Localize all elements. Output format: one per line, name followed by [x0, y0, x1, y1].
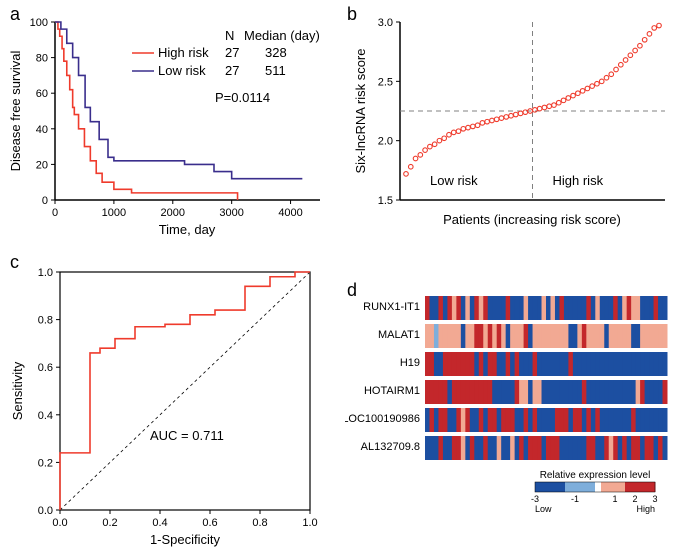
panel-b-svg: 1.5 2.0 2.5 3.0 Six-lncRNA risk score Patie… — [345, 0, 675, 240]
roc-curve — [60, 272, 310, 510]
svg-text:2000: 2000 — [161, 207, 185, 219]
svg-text:1.5: 1.5 — [378, 195, 393, 207]
svg-text:3000: 3000 — [219, 207, 243, 219]
svg-text:60: 60 — [36, 88, 48, 100]
svg-text:0.2: 0.2 — [38, 457, 53, 469]
high-risk-text: High risk — [553, 173, 604, 188]
svg-text:0.4: 0.4 — [38, 410, 53, 422]
svg-text:0.2: 0.2 — [102, 517, 117, 529]
svg-text:1: 1 — [612, 494, 617, 504]
svg-text:1.0: 1.0 — [302, 517, 317, 529]
legend-low-n: 27 — [225, 63, 239, 78]
svg-text:Relative expression level: Relative expression level — [540, 470, 651, 481]
panel-c-svg: 0.0 0.2 0.4 0.6 0.8 1.0 0.0 0.2 0.4 0.6 0.8 1.0 Se… — [0, 250, 330, 550]
legend-header-median: Median (day) — [244, 28, 320, 43]
svg-text:-1: -1 — [571, 494, 579, 504]
svg-text:1.0: 1.0 — [38, 267, 53, 279]
colorbar: Relative expression level -3 -1 1 2 3 Low High — [531, 470, 658, 514]
legend-header-n: N — [225, 28, 234, 43]
svg-text:2.5: 2.5 — [378, 76, 393, 88]
panel-b-label: b — [347, 4, 357, 25]
svg-text:AL132709.8: AL132709.8 — [361, 441, 420, 453]
y-axis-label: Disease free survival — [8, 51, 23, 172]
panel-a: a 0 20 40 60 80 100 0 1000 2000 3000 4000 Disease… — [0, 0, 330, 240]
svg-text:0.6: 0.6 — [38, 362, 53, 374]
heatmap-cells — [425, 296, 668, 460]
svg-text:HOTAIRM1: HOTAIRM1 — [364, 385, 420, 397]
svg-text:2.0: 2.0 — [378, 136, 393, 148]
legend-high-median: 328 — [265, 45, 287, 60]
panel-d: d RUNX1-IT1 MALAT1 H19 HOTAIRM1 LOC100190986… — [345, 280, 675, 555]
svg-text:Low: Low — [535, 504, 552, 514]
y-axis-label: Six-lncRNA risk score — [353, 49, 368, 174]
svg-text:20: 20 — [36, 159, 48, 171]
auc-text: AUC = 0.711 — [150, 428, 224, 443]
x-axis-label: 1-Specificity — [150, 532, 221, 547]
panel-d-svg: RUNX1-IT1 MALAT1 H19 HOTAIRM1 LOC100190986 AL… — [345, 280, 675, 555]
svg-text:3.0: 3.0 — [378, 17, 393, 29]
svg-text:80: 80 — [36, 53, 48, 65]
svg-text:1000: 1000 — [102, 207, 126, 219]
svg-text:40: 40 — [36, 124, 48, 136]
svg-text:0: 0 — [42, 195, 48, 207]
svg-text:High: High — [636, 504, 655, 514]
svg-text:100: 100 — [30, 17, 48, 29]
high-risk-curve — [55, 22, 238, 200]
svg-text:0.0: 0.0 — [52, 517, 67, 529]
plot-frame — [60, 272, 310, 510]
pvalue-text: P=0.0114 — [215, 90, 270, 105]
scatter-points — [404, 23, 662, 176]
panel-d-label: d — [347, 280, 357, 301]
panel-c: c 0.0 0.2 0.4 0.6 0.8 1.0 0.0 0.2 0.4 0.6 0.8 1.0 … — [0, 250, 330, 550]
legend-high-label: High risk — [158, 45, 209, 60]
svg-text:0.8: 0.8 — [38, 315, 53, 327]
x-axis-label: Patients (increasing risk score) — [443, 212, 621, 227]
legend-low-median: 511 — [265, 63, 286, 78]
legend-low-label: Low risk — [158, 63, 206, 78]
svg-text:H19: H19 — [400, 357, 420, 369]
svg-text:2: 2 — [632, 494, 637, 504]
svg-text:0: 0 — [52, 207, 58, 219]
heatmap-row-labels: RUNX1-IT1 MALAT1 H19 HOTAIRM1 LOC100190986 AL… — [345, 301, 420, 453]
svg-text:0.6: 0.6 — [202, 517, 217, 529]
svg-text:-3: -3 — [531, 494, 539, 504]
panel-c-label: c — [10, 252, 19, 273]
legend-high-n: 27 — [225, 45, 239, 60]
panel-b: b 1.5 2.0 2.5 3.0 Six-lncRNA risk score Pat… — [345, 0, 675, 240]
low-risk-text: Low risk — [430, 173, 478, 188]
svg-text:LOC100190986: LOC100190986 — [345, 413, 420, 425]
svg-text:0.8: 0.8 — [252, 517, 267, 529]
panel-a-label: a — [10, 4, 20, 25]
svg-text:RUNX1-IT1: RUNX1-IT1 — [363, 301, 420, 313]
x-axis-label: Time, day — [159, 222, 216, 237]
panel-a-svg: 0 20 40 60 80 100 0 1000 2000 3000 4000 Disease f… — [0, 0, 330, 240]
roc-diagonal — [60, 272, 310, 510]
svg-text:4000: 4000 — [278, 207, 302, 219]
svg-text:0.0: 0.0 — [38, 505, 53, 517]
svg-text:MALAT1: MALAT1 — [378, 329, 420, 341]
svg-text:3: 3 — [652, 494, 657, 504]
svg-text:0.4: 0.4 — [152, 517, 167, 529]
figure-root: a 0 20 40 60 80 100 0 1000 2000 3000 4000 Disease… — [0, 0, 675, 559]
y-axis-label: Sensitivity — [10, 361, 25, 420]
